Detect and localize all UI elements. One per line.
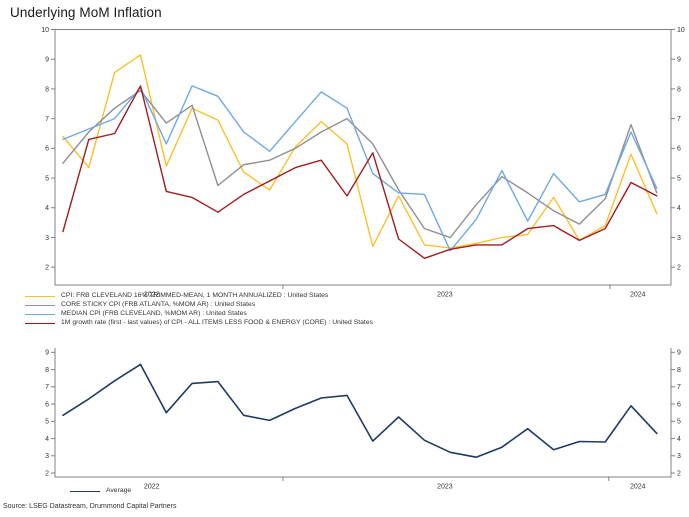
bottom-chart-legend: Average: [70, 487, 132, 495]
y-tick-label-right: 4: [677, 205, 681, 212]
series-line-yellow: [62, 54, 658, 249]
y-tick-label-left: 3: [45, 453, 49, 460]
y-tick-label-right: 3: [677, 453, 681, 460]
series-line-red: [62, 85, 658, 259]
y-tick-label-right: 7: [677, 384, 681, 391]
series-line-swatch: [25, 304, 55, 306]
plot-frame: [54, 348, 672, 478]
y-tick-label-left: 10: [41, 27, 49, 34]
x-year-label: 2024: [630, 484, 646, 491]
y-tick-label-right: 9: [677, 57, 681, 64]
legend-item: MEDIAN CPI (FRB CLEVELAND, %MOM AR) : Un…: [25, 309, 373, 318]
legend-label: 1M growth rate (first - last values) of …: [61, 318, 373, 326]
y-tick-label-right: 5: [677, 175, 681, 182]
y-tick-label-left: 7: [45, 116, 49, 123]
plot-frame: [54, 29, 672, 286]
y-tick-label-left: 9: [45, 350, 49, 357]
y-tick-label-right: 5: [677, 419, 681, 426]
y-tick-label-left: 8: [45, 367, 49, 374]
y-tick-label-right: 2: [677, 265, 681, 272]
y-tick-label-left: 6: [45, 401, 49, 408]
y-tick-label-left: 2: [45, 470, 49, 477]
x-year-label: 2022: [144, 292, 160, 299]
y-tick-label-left: 9: [45, 57, 49, 64]
y-tick-label-left: 7: [45, 384, 49, 391]
y-tick-label-right: 8: [677, 367, 681, 374]
y-tick-label-right: 8: [677, 86, 681, 93]
source-note: Source: LSEG Datastream, Drummond Capita…: [3, 503, 177, 510]
x-year-label: 2024: [630, 292, 646, 299]
y-tick-label-right: 9: [677, 350, 681, 357]
series-line-gray: [62, 89, 658, 239]
y-tick-label-left: 8: [45, 86, 49, 93]
series-line-swatch: [25, 295, 55, 297]
legend-label: CPI: FRB CLEVELAND 16% TRIMMED-MEAN, 1 M…: [61, 292, 329, 299]
y-tick-label-left: 4: [45, 205, 49, 212]
y-tick-label-right: 7: [677, 116, 681, 123]
legend-item: 1M growth rate (first - last values) of …: [25, 318, 373, 327]
average-line-swatch: [70, 490, 100, 492]
y-tick-label-right: 2: [677, 470, 681, 477]
y-tick-label-right: 6: [677, 401, 681, 408]
series-line-blue: [62, 85, 658, 252]
legend-label: Average: [106, 487, 132, 494]
x-year-label: 2022: [144, 484, 160, 491]
y-tick-label-left: 5: [45, 175, 49, 182]
legend-item: CPI: FRB CLEVELAND 16% TRIMMED-MEAN, 1 M…: [25, 292, 373, 300]
y-tick-label-right: 4: [677, 436, 681, 443]
y-tick-label-left: 4: [45, 436, 49, 443]
x-year-label: 2023: [437, 484, 453, 491]
series-line-navy: [62, 363, 658, 459]
legend-label: MEDIAN CPI (FRB CLEVELAND, %MOM AR) : Un…: [61, 309, 247, 317]
legend-item: CORE STICKY CPI (FRB ATLANTA, %MOM AR) :…: [25, 300, 373, 309]
y-tick-label-right: 6: [677, 146, 681, 153]
y-tick-label-right: 3: [677, 235, 681, 242]
legend-item-average: Average: [70, 487, 132, 495]
y-tick-label-left: 6: [45, 146, 49, 153]
series-line-swatch: [25, 322, 55, 324]
y-tick-label-left: 2: [45, 265, 49, 272]
y-tick-label-left: 5: [45, 419, 49, 426]
page-title: Underlying MoM Inflation: [10, 5, 162, 20]
legend-label: CORE STICKY CPI (FRB ATLANTA, %MOM AR) :…: [61, 300, 256, 308]
y-tick-label-left: 3: [45, 235, 49, 242]
x-year-label: 2023: [437, 292, 453, 299]
series-line-swatch: [25, 313, 55, 315]
top-chart-legend: CPI: FRB CLEVELAND 16% TRIMMED-MEAN, 1 M…: [25, 292, 373, 327]
y-tick-label-right: 10: [677, 27, 685, 34]
